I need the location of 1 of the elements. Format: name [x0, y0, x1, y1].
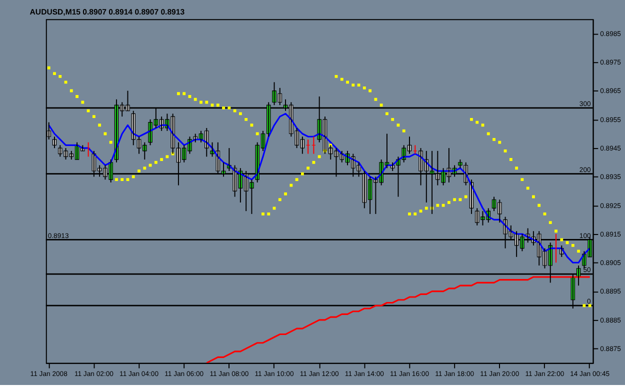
chart-title: AUDUSD,M15 0.8907 0.8914 0.8907 0.8913	[30, 7, 186, 16]
